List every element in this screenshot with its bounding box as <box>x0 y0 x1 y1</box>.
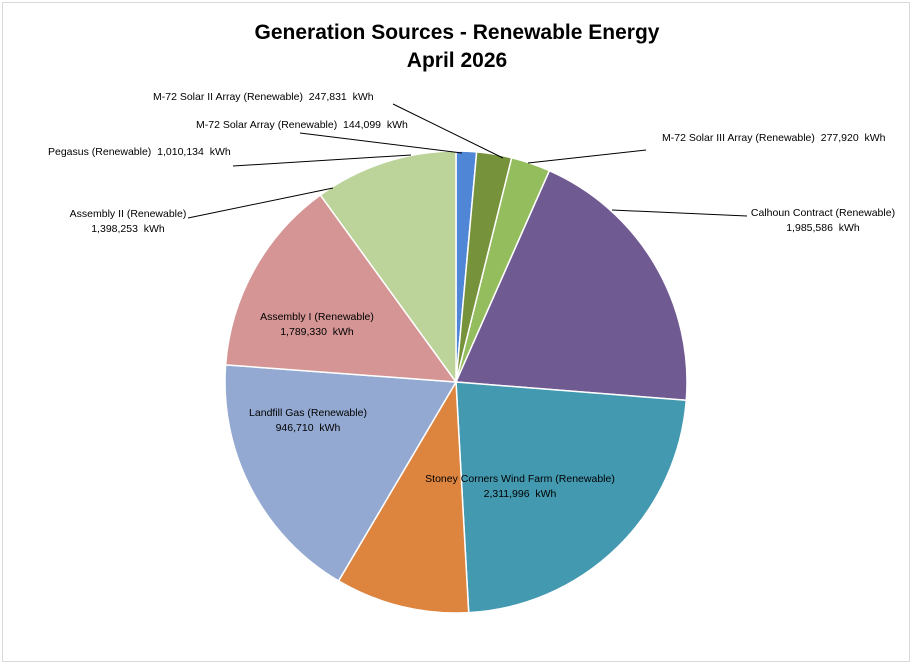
pie-slice <box>455 381 688 614</box>
chart-subtitle-line: April 2026 <box>406 49 508 72</box>
data-label: M-72 Solar III Array (Renewable) 277,920… <box>662 132 886 144</box>
data-label: M-72 Solar II Array (Renewable) 247,831 … <box>153 91 374 103</box>
data-label-name: Stoney Corners Wind Farm (Renewable) <box>425 473 615 485</box>
pie-slice <box>224 364 458 582</box>
chart-title: Generation Sources - Renewable Energy Ap… <box>3 19 911 75</box>
leader-line <box>611 209 748 217</box>
data-label-name: Landfill Gas (Renewable) <box>249 407 367 419</box>
pie-slice <box>337 379 470 614</box>
leader-line <box>392 103 504 159</box>
data-label-name: Assembly II (Renewable) <box>70 208 187 220</box>
leader-line <box>527 149 647 164</box>
data-label-value: 2,311,996 kWh <box>484 488 557 500</box>
data-labels: M-72 Solar Array (Renewable) 144,099 kWh… <box>48 91 895 500</box>
data-label-value: 1,789,330 kWh <box>280 326 354 338</box>
data-label-name: Assembly I (Renewable) <box>260 311 374 323</box>
pie-slices <box>224 150 688 614</box>
leader-lines <box>187 103 748 219</box>
data-label: M-72 Solar Array (Renewable) 144,099 kWh <box>196 119 408 131</box>
leader-line <box>232 154 412 167</box>
data-label: Pegasus (Renewable) 1,010,134 kWh <box>48 146 231 158</box>
data-label-name: Calhoun Contract (Renewable) <box>751 207 895 219</box>
chart-title-line: Generation Sources - Renewable Energy <box>254 21 660 44</box>
pie-slice <box>454 169 688 402</box>
pie-slice <box>224 193 458 383</box>
leader-line <box>187 187 334 219</box>
data-label-value: 946,710 kWh <box>276 422 341 434</box>
data-label-value: 1,398,253 kWh <box>91 223 165 235</box>
leader-line <box>299 132 463 154</box>
data-label-value: 1,985,586 kWh <box>786 222 860 234</box>
